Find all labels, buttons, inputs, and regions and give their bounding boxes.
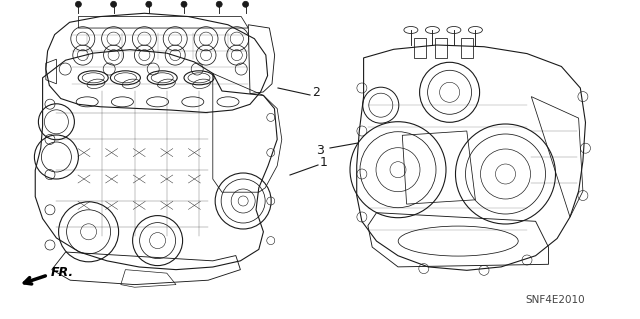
Circle shape bbox=[243, 1, 248, 7]
Bar bbox=[435, 38, 447, 58]
Circle shape bbox=[76, 1, 81, 7]
Text: 2: 2 bbox=[312, 86, 320, 100]
Text: SNF4E2010: SNF4E2010 bbox=[525, 295, 585, 305]
Text: 1: 1 bbox=[320, 157, 328, 169]
Text: FR.: FR. bbox=[51, 266, 74, 279]
Circle shape bbox=[181, 1, 187, 7]
Text: 3: 3 bbox=[316, 144, 324, 157]
Bar bbox=[413, 38, 426, 58]
Circle shape bbox=[146, 1, 152, 7]
Bar bbox=[461, 38, 473, 58]
Circle shape bbox=[216, 1, 222, 7]
Circle shape bbox=[111, 1, 116, 7]
